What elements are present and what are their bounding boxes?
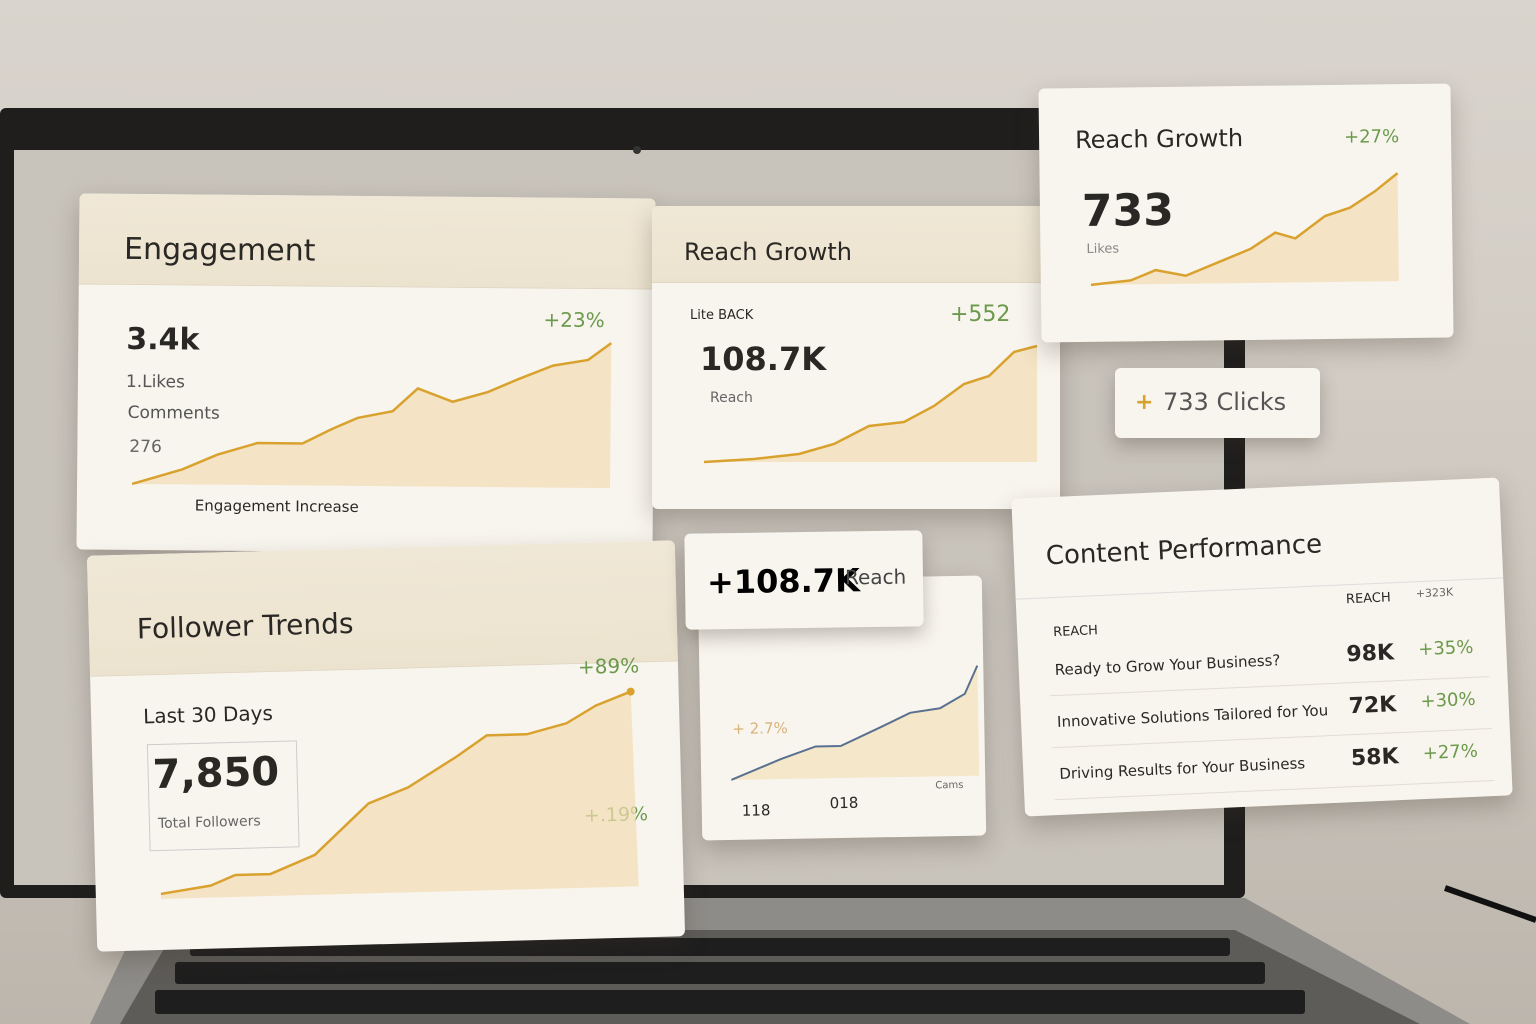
row-reach: 58K [1350,744,1400,772]
legend: Engagement Increase [194,496,359,516]
row-title: Ready to Grow Your Business? [1054,651,1281,680]
label: 733 Clicks [1163,388,1287,416]
clicks-pill: + 733 Clicks [1115,368,1320,438]
row-title: Innovative Solutions Tailored for You [1056,701,1329,732]
change: +552 [950,302,1011,327]
change: +27% [1343,126,1400,148]
card-title: Engagement [123,231,316,269]
label: Reach [844,564,907,590]
row-change: +35% [1417,636,1474,661]
label: Reach [710,390,753,406]
reach-card: Reach Growth Lite BACK +552 108.7K Reach [652,206,1060,509]
row-reach: 98K [1345,640,1395,668]
card-title: Content Performance [1045,529,1323,572]
sparkline [730,665,980,781]
reach-pill: +108.7K Reach [684,530,924,630]
mini-card: + 2.7% 118 018 Cams [697,575,987,841]
change: +23% [543,307,605,333]
engagement-card: Engagement +23% 3.4k 1.Likes Comments 27… [76,193,656,555]
card-title: Reach Growth [1074,124,1244,155]
row-change: +27% [1422,740,1479,765]
change: +89% [577,653,640,679]
icon: + [1135,390,1154,415]
card-title: Follower Trends [136,606,354,646]
col-header: +323K [1415,585,1454,601]
metric: +108.7K [706,561,861,602]
card-title: Reach Growth [684,238,852,266]
row-title: Driving Results for Your Business [1058,754,1306,783]
stat: 118 [741,801,771,820]
row-reach: 72K [1348,692,1397,720]
col-header: REACH [1345,590,1392,608]
followers-card: Follower Trends +89% Last 30 Days 7,850 … [86,540,686,952]
reach-card: Reach Growth +27% 733 Likes [1038,83,1454,343]
row-divider [1054,780,1495,801]
col-header: REACH [1052,623,1099,641]
stat: 018 [829,793,859,813]
sparkline [704,344,1038,464]
link[interactable]: Cams [935,779,964,792]
sparkline [1090,172,1399,287]
sparkline [160,687,639,899]
content-card: Content Performance REACH REACH +323K Re… [1011,477,1513,817]
metric: 108.7K [700,340,827,378]
sparkline [131,342,613,489]
tag: Lite BACK [690,308,754,323]
row-change: +30% [1420,688,1477,713]
